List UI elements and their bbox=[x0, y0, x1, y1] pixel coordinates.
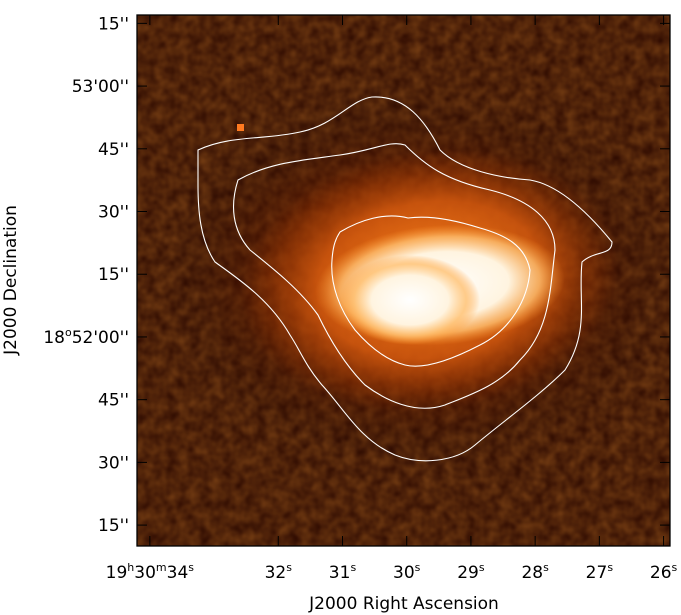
x-tick-label: 32s bbox=[265, 561, 293, 583]
contour-lines bbox=[197, 96, 613, 462]
intensity-image bbox=[137, 15, 670, 546]
contour-level-3 bbox=[331, 215, 531, 367]
y-tick-label: 15'' bbox=[98, 516, 129, 536]
y-tick-label: 45'' bbox=[98, 391, 129, 411]
plot-frame bbox=[136, 14, 671, 547]
tick-marks bbox=[137, 15, 670, 546]
y-tick-label: 18o52'00'' bbox=[43, 326, 129, 348]
y-axis-label: J2000 Declination bbox=[1, 205, 21, 356]
x-tick-label: 26s bbox=[650, 561, 678, 583]
contour-level-2 bbox=[233, 143, 556, 409]
x-tick-label: 29s bbox=[457, 561, 485, 583]
y-tick-label: 45'' bbox=[98, 140, 129, 160]
contour-level-1 bbox=[197, 96, 613, 462]
x-tick-label: 27s bbox=[586, 561, 614, 583]
y-tick-label: 30'' bbox=[98, 203, 129, 223]
x-tick-label: 19h30m34s bbox=[106, 561, 195, 583]
x-tick-label: 28s bbox=[521, 561, 549, 583]
x-tick-label: 30s bbox=[393, 561, 421, 583]
y-tick-label: 53'00'' bbox=[72, 77, 129, 97]
y-tick-label: 15'' bbox=[98, 14, 129, 34]
y-tick-labels: 15'' 53'00'' 45'' 30'' 15'' 18o52'00'' 45'' 30'… bbox=[43, 14, 129, 536]
y-tick-label: 30'' bbox=[98, 453, 129, 473]
x-tick-labels: 19h30m34s 32s 31s 30s 29s 28s 27s 26s bbox=[106, 561, 678, 583]
y-tick-label: 15'' bbox=[98, 265, 129, 285]
x-tick-label: 31s bbox=[329, 561, 357, 583]
x-axis-label: J2000 Right Ascension bbox=[308, 594, 499, 614]
